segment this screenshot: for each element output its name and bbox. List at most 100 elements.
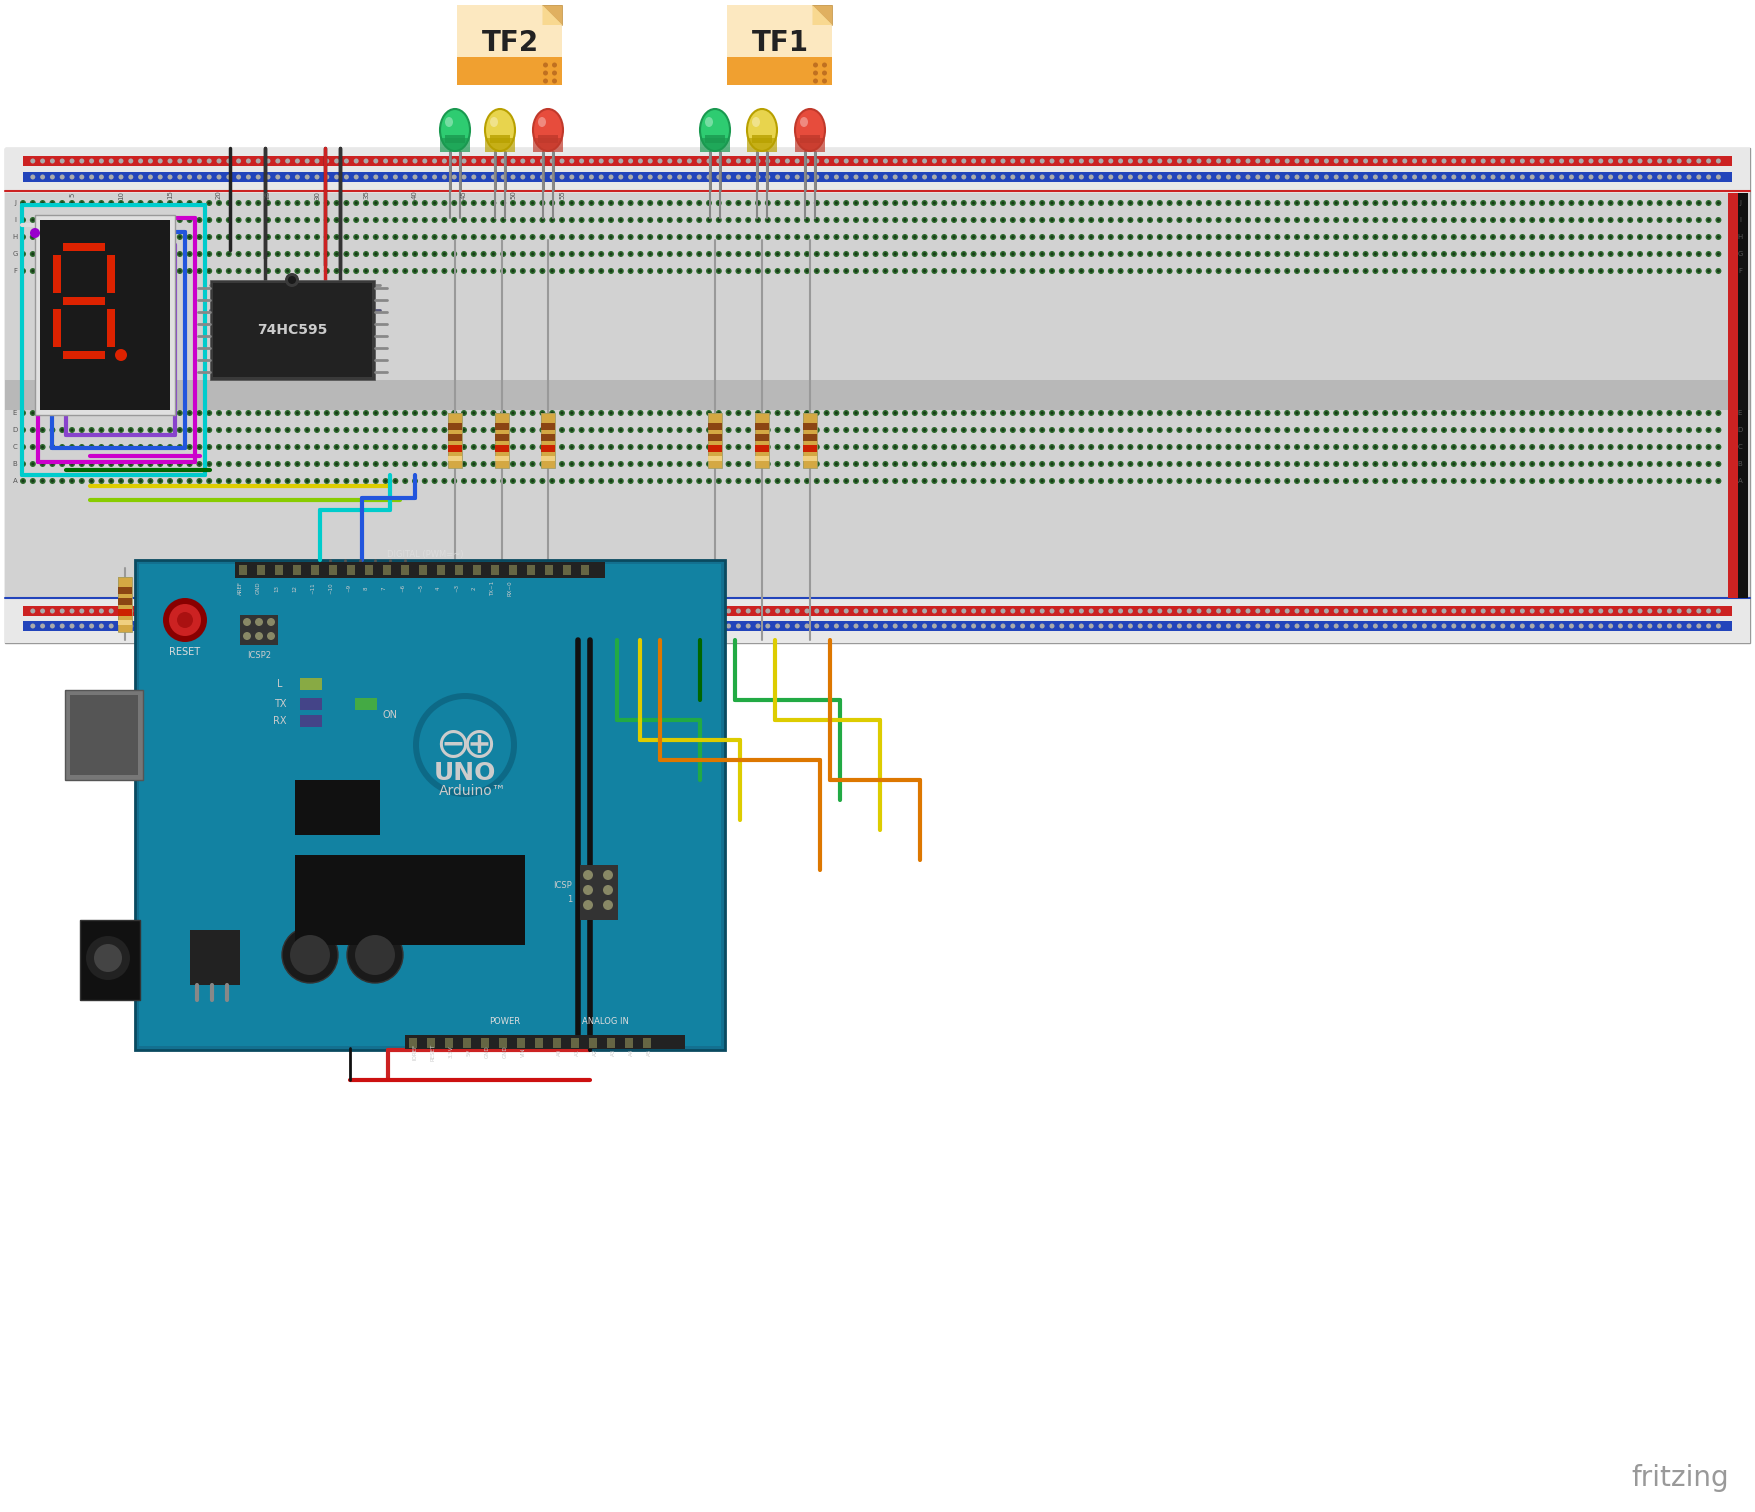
Circle shape xyxy=(147,445,153,451)
Bar xyxy=(706,135,725,144)
Circle shape xyxy=(491,479,495,482)
Circle shape xyxy=(158,268,163,274)
Circle shape xyxy=(1383,253,1386,256)
Circle shape xyxy=(188,253,191,256)
Bar xyxy=(534,138,563,153)
Circle shape xyxy=(913,201,916,204)
Circle shape xyxy=(893,219,897,221)
Circle shape xyxy=(1127,218,1134,222)
Circle shape xyxy=(40,200,46,206)
Circle shape xyxy=(804,478,811,484)
Circle shape xyxy=(412,623,418,629)
Circle shape xyxy=(1176,461,1183,467)
Circle shape xyxy=(727,428,730,431)
Circle shape xyxy=(286,219,290,221)
Circle shape xyxy=(1343,268,1350,274)
Circle shape xyxy=(60,234,65,240)
Circle shape xyxy=(737,446,741,449)
Circle shape xyxy=(1609,236,1613,239)
Text: 45: 45 xyxy=(462,191,467,200)
Circle shape xyxy=(188,623,191,629)
Circle shape xyxy=(834,200,839,206)
Circle shape xyxy=(335,269,339,272)
Circle shape xyxy=(581,269,583,272)
Circle shape xyxy=(971,445,976,451)
Circle shape xyxy=(109,174,114,180)
Circle shape xyxy=(737,253,741,256)
Circle shape xyxy=(981,445,986,451)
Circle shape xyxy=(1550,200,1555,206)
Circle shape xyxy=(844,159,849,163)
Circle shape xyxy=(735,623,741,629)
Circle shape xyxy=(1374,428,1378,431)
Circle shape xyxy=(442,426,448,432)
Circle shape xyxy=(795,608,800,614)
Circle shape xyxy=(677,234,683,240)
Circle shape xyxy=(267,236,270,239)
Circle shape xyxy=(1402,159,1408,163)
Circle shape xyxy=(686,200,693,206)
Circle shape xyxy=(1706,234,1711,240)
Circle shape xyxy=(658,269,662,272)
Circle shape xyxy=(735,426,741,432)
Circle shape xyxy=(618,251,623,257)
Circle shape xyxy=(1304,234,1309,240)
Circle shape xyxy=(1541,219,1543,221)
Circle shape xyxy=(1216,426,1221,432)
Circle shape xyxy=(746,446,749,449)
Bar xyxy=(239,565,247,575)
Circle shape xyxy=(716,268,721,274)
Circle shape xyxy=(128,445,133,451)
Circle shape xyxy=(1372,218,1378,222)
Circle shape xyxy=(511,234,516,240)
Circle shape xyxy=(551,269,553,272)
Circle shape xyxy=(581,253,583,256)
Circle shape xyxy=(372,234,379,240)
Text: H: H xyxy=(1737,234,1743,240)
Circle shape xyxy=(628,236,632,239)
Circle shape xyxy=(1000,426,1006,432)
Circle shape xyxy=(295,478,300,484)
Circle shape xyxy=(951,445,956,451)
Bar xyxy=(707,445,721,452)
Circle shape xyxy=(472,174,476,180)
Bar xyxy=(65,689,142,780)
Circle shape xyxy=(913,218,918,222)
Circle shape xyxy=(934,479,935,482)
Circle shape xyxy=(932,461,937,467)
Circle shape xyxy=(1313,218,1320,222)
Circle shape xyxy=(1697,174,1701,180)
Circle shape xyxy=(1148,251,1153,257)
Circle shape xyxy=(1411,461,1418,467)
Text: A: A xyxy=(1737,478,1743,484)
Circle shape xyxy=(1353,200,1358,206)
Circle shape xyxy=(972,479,976,482)
Circle shape xyxy=(1107,461,1114,467)
Circle shape xyxy=(1374,479,1378,482)
Circle shape xyxy=(246,478,251,484)
Circle shape xyxy=(158,253,161,256)
Circle shape xyxy=(119,236,123,239)
Circle shape xyxy=(40,445,46,451)
Circle shape xyxy=(81,446,82,449)
Circle shape xyxy=(256,428,260,431)
Text: E: E xyxy=(1737,410,1743,416)
Circle shape xyxy=(765,461,770,467)
Circle shape xyxy=(158,218,163,222)
Circle shape xyxy=(795,445,800,451)
Circle shape xyxy=(1608,234,1613,240)
Circle shape xyxy=(560,410,565,416)
Circle shape xyxy=(363,608,369,614)
Circle shape xyxy=(755,410,762,416)
Circle shape xyxy=(237,479,240,482)
Circle shape xyxy=(883,174,888,180)
Circle shape xyxy=(61,428,63,431)
Circle shape xyxy=(316,463,318,466)
Circle shape xyxy=(560,219,563,221)
Circle shape xyxy=(1422,234,1427,240)
Circle shape xyxy=(1206,218,1211,222)
Circle shape xyxy=(1404,428,1406,431)
Circle shape xyxy=(355,159,358,163)
Circle shape xyxy=(1218,428,1220,431)
Circle shape xyxy=(246,200,251,206)
